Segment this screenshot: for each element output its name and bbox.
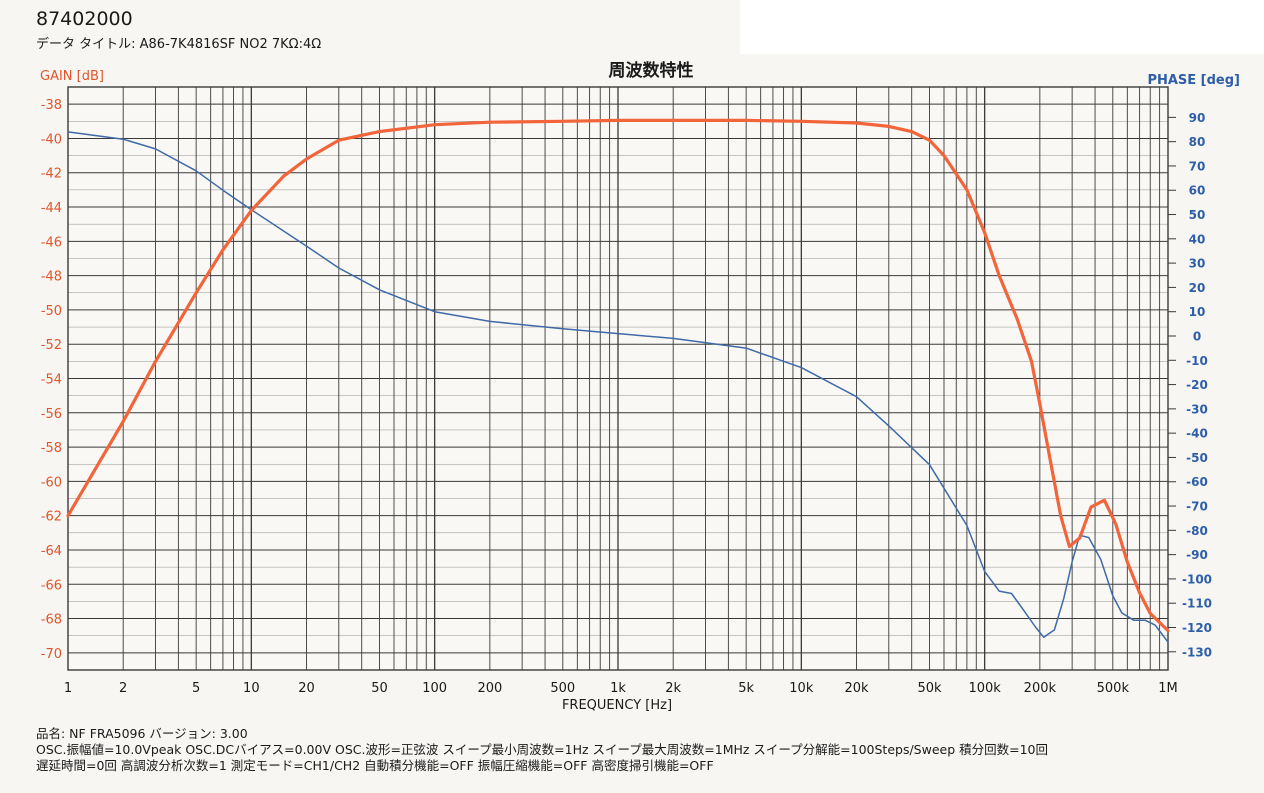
- x-tick-label: 50: [371, 681, 388, 696]
- chart-title: 周波数特性: [609, 60, 694, 81]
- gain-tick-label: -40: [41, 132, 62, 147]
- phase-tick-label: -50: [1186, 451, 1208, 465]
- gain-tick-label: -64: [41, 544, 62, 559]
- x-tick-label: 5k: [738, 681, 754, 696]
- gain-tick-label: -52: [41, 338, 62, 353]
- gain-curve: [66, 118, 1170, 633]
- phase-tick-label: -110: [1182, 597, 1212, 611]
- gain-tick-label: -54: [41, 373, 62, 388]
- gain-tick-label: -66: [41, 578, 62, 593]
- gain-tick-label: -56: [41, 407, 62, 422]
- phase-tick-label: 90: [1189, 111, 1206, 125]
- phase-tick-label: -10: [1186, 354, 1208, 368]
- phase-tick-label: -90: [1186, 548, 1208, 562]
- grid-layer: [67, 86, 1169, 671]
- gain-tick-label: -44: [41, 201, 62, 216]
- x-tick-label: 1M: [1158, 681, 1178, 696]
- instrument-model-line: 品名: NF FRA5096 バージョン: 3.00: [36, 726, 248, 741]
- x-tick-label: 200: [477, 681, 502, 696]
- series-layer: [66, 118, 1170, 643]
- phase-curve: [67, 131, 1169, 643]
- instrument-settings: 品名: NF FRA5096 バージョン: 3.00 OSC.振幅値=10.0V…: [36, 726, 1048, 774]
- gain-tick-label: -58: [41, 441, 62, 456]
- document-id: 87402000: [36, 8, 133, 30]
- phase-tick-label: 20: [1189, 281, 1206, 295]
- x-tick-label: 20: [298, 681, 315, 696]
- tick-layer: 1 2 5 10 20 50 100 200 500 1k 2k 5k 10k 20k 50k 100k 200…: [41, 98, 1212, 696]
- x-tick-label: 200k: [1024, 681, 1057, 696]
- phase-tick-label: -80: [1186, 524, 1208, 538]
- phase-tick-label: -30: [1186, 402, 1208, 416]
- x-tick-label: 1k: [610, 681, 626, 696]
- oscillator-settings-line: OSC.振幅値=10.0Vpeak OSC.DCバイアス=0.00V OSC.波…: [36, 742, 1049, 757]
- phase-tick-label: 0: [1193, 329, 1201, 343]
- phase-tick-label: 40: [1189, 232, 1206, 246]
- frequency-response-chart: 1 2 5 10 20 50 100 200 500 1k 2k 5k 10k 20k 50k 100k 200…: [40, 60, 1240, 713]
- gain-tick-label: -62: [41, 510, 62, 525]
- x-tick-label: 500: [550, 681, 575, 696]
- x-tick-label: 1: [64, 681, 72, 696]
- x-tick-label: 20k: [844, 681, 869, 696]
- gain-tick-label: -70: [41, 647, 62, 662]
- x-tick-label: 100k: [968, 681, 1001, 696]
- phase-tick-label: -100: [1182, 572, 1212, 586]
- phase-tick-label: -70: [1186, 500, 1208, 514]
- x-tick-label: 5: [192, 681, 200, 696]
- gain-tick-label: -68: [41, 613, 62, 628]
- gain-tick-label: -60: [41, 475, 62, 490]
- x-tick-label: 100: [422, 681, 447, 696]
- gain-tick-label: -50: [41, 304, 62, 319]
- x-tick-label: 500k: [1097, 681, 1130, 696]
- phase-tick-label: 80: [1189, 135, 1206, 149]
- x-tick-label: 2: [119, 681, 127, 696]
- phase-axis-label: PHASE [deg]: [1147, 73, 1240, 88]
- phase-tick-label: 10: [1189, 305, 1206, 319]
- phase-tick-label: 50: [1189, 208, 1206, 222]
- gain-axis-label: GAIN [dB]: [40, 69, 104, 84]
- x-tick-label: 10: [243, 681, 260, 696]
- x-tick-label: 50k: [917, 681, 942, 696]
- frequency-axis-label: FREQUENCY [Hz]: [562, 698, 672, 713]
- data-title: データ タイトル: A86-7K4816SF NO2 7KΩ:4Ω: [36, 37, 322, 52]
- gain-tick-label: -38: [41, 98, 62, 113]
- phase-tick-label: 30: [1189, 257, 1206, 271]
- phase-tick-label: 60: [1189, 184, 1206, 198]
- phase-tick-label: -40: [1186, 427, 1208, 441]
- blank-paper-area: [740, 0, 1264, 54]
- phase-tick-label: -130: [1182, 645, 1212, 659]
- x-tick-label: 2k: [665, 681, 681, 696]
- phase-tick-label: -20: [1186, 378, 1208, 392]
- measurement-settings-line: 遅延時間=0回 高調波分析次数=1 測定モード=CH1/CH2 自動積分機能=O…: [36, 758, 714, 773]
- phase-tick-label: -60: [1186, 475, 1208, 489]
- gain-tick-label: -48: [41, 270, 62, 285]
- gain-tick-label: -46: [41, 235, 62, 250]
- gain-tick-label: -42: [41, 167, 62, 182]
- x-tick-label: 10k: [789, 681, 814, 696]
- phase-tick-label: 70: [1189, 159, 1206, 173]
- phase-tick-label: -120: [1182, 621, 1212, 635]
